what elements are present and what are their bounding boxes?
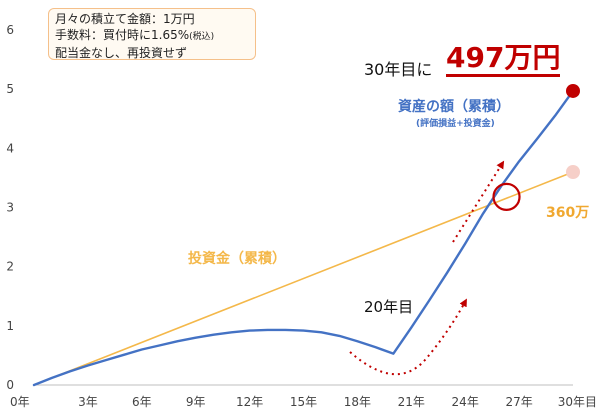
y-tick-label: 0 <box>6 378 14 392</box>
note-fee-tax: (税込) <box>189 32 215 42</box>
x-tick-label: 9年 <box>186 395 206 409</box>
asset-series-sublabel: (評価損益+投資金) <box>416 119 495 129</box>
y-tick-label: 6 <box>6 23 14 37</box>
invested-line <box>33 171 574 386</box>
y-tick-label: 4 <box>6 141 14 155</box>
y-tick-label: 2 <box>6 260 14 274</box>
note-fee-text: 手数料：買付時に1.65% <box>55 28 190 42</box>
invested-end-marker <box>566 165 580 179</box>
x-tick-label: 24年 <box>452 395 479 409</box>
asset-line <box>32 89 575 387</box>
invested-series-label: 投資金（累積） <box>188 251 286 267</box>
x-tick-label: 3年 <box>78 395 98 409</box>
x-tick-label: 27年 <box>505 395 532 409</box>
invested-final-value: 360万 <box>546 205 590 221</box>
y-axis-ticks: 0 1 2 3 4 5 6 <box>6 23 14 392</box>
x-tick-label: 6年 <box>132 395 152 409</box>
note-line-dividend: 配当金なし、再投資せず <box>55 46 188 60</box>
asset-series-label: 資産の額（累積） <box>398 99 510 115</box>
x-axis-ticks: 0年 3年 6年 9年 12年 15年 18年 21年 24年 27年 30年目 <box>10 395 597 409</box>
dip-arrow <box>349 298 467 376</box>
crossing-highlight-circle <box>492 182 521 211</box>
note-line-fee: 手数料：買付時に1.65%(税込) <box>55 27 249 45</box>
y-tick-label: 1 <box>6 319 14 333</box>
decoration-layer <box>349 160 505 376</box>
asset-end-marker <box>566 83 580 98</box>
note-line-monthly: 月々の積立て金額：1万円 <box>55 12 195 26</box>
x-tick-label: 12年 <box>236 395 263 409</box>
x-tick-label: 21年 <box>398 395 425 409</box>
final-value: 497万円 <box>446 42 561 77</box>
series-layer <box>32 83 580 387</box>
y-tick-label: 3 <box>6 201 14 215</box>
year20-label: 20年目 <box>364 298 414 316</box>
x-tick-label: 30年目 <box>558 395 597 409</box>
x-tick-label: 15年 <box>290 395 317 409</box>
y-tick-label: 5 <box>6 82 14 96</box>
final-caption: 30年目に <box>364 60 433 79</box>
x-tick-label: 0年 <box>10 395 30 409</box>
conditions-note: 月々の積立て金額：1万円 手数料：買付時に1.65%(税込) 配当金なし、再投資… <box>48 8 256 60</box>
x-tick-label: 18年 <box>344 395 371 409</box>
